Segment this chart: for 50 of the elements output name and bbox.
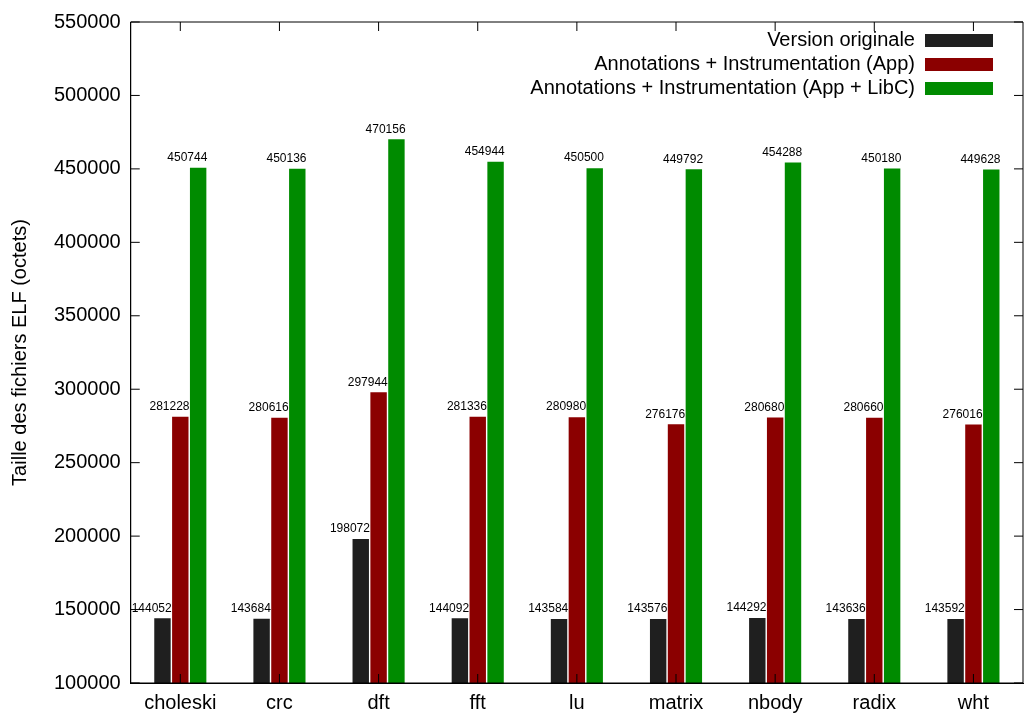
x-tick-label: dft <box>367 690 391 713</box>
x-tick-label: nbody <box>747 690 803 713</box>
x-tick-label: crc <box>266 690 293 713</box>
data-label: 281228 <box>149 399 190 414</box>
x-tick-label: choleski <box>144 690 217 713</box>
data-label: 281336 <box>446 398 488 413</box>
x-tick-label: wht <box>956 690 990 713</box>
data-label: 144292 <box>726 600 767 615</box>
data-label: 450180 <box>861 150 902 165</box>
data-label: 143576 <box>627 601 668 616</box>
data-label: 280680 <box>744 399 785 414</box>
data-label: 280980 <box>546 399 587 414</box>
data-label: 470156 <box>365 121 406 136</box>
y-tick-label: 250000 <box>53 450 121 473</box>
x-tick-label: fft <box>469 690 487 713</box>
legend-label: Version originale <box>767 27 915 50</box>
y-axis-title: Taille des fichiers ELF (octets) <box>7 219 30 486</box>
data-label: 449792 <box>663 151 704 166</box>
data-label: 276176 <box>645 406 686 421</box>
data-label: 144052 <box>131 600 172 615</box>
x-tick-label: lu <box>569 690 585 713</box>
data-label: 143684 <box>230 601 272 616</box>
legend-label: Annotations + Instrumentation (App) <box>594 51 915 74</box>
y-tick-label: 200000 <box>53 523 121 546</box>
data-label: 144092 <box>429 600 470 615</box>
data-label: 449628 <box>960 151 1001 166</box>
data-label: 143584 <box>528 601 569 616</box>
data-label: 143592 <box>924 601 966 616</box>
data-label: 450500 <box>563 150 605 165</box>
data-label: 276016 <box>942 406 983 421</box>
y-tick-label: 350000 <box>53 303 121 326</box>
data-label: 450744 <box>167 150 208 165</box>
y-tick-label: 100000 <box>53 670 121 693</box>
data-label: 280616 <box>248 400 289 415</box>
legend-label: Annotations + Instrumentation (App + LibC) <box>530 75 915 98</box>
y-tick-label: 450000 <box>53 156 121 179</box>
y-tick-label: 500000 <box>53 82 121 105</box>
y-tick-label: 300000 <box>53 376 121 399</box>
data-label: 143636 <box>825 601 866 616</box>
y-tick-label: 550000 <box>53 9 121 32</box>
data-label: 297944 <box>347 374 389 389</box>
data-label: 198072 <box>329 521 371 536</box>
data-label: 454944 <box>464 143 506 158</box>
y-tick-label: 150000 <box>53 597 121 620</box>
data-label: 280660 <box>843 399 884 414</box>
data-label: 454288 <box>762 144 803 159</box>
data-label: 450136 <box>266 151 307 165</box>
x-tick-label: radix <box>852 690 896 713</box>
y-tick-label: 400000 <box>53 229 121 252</box>
x-tick-label: matrix <box>648 690 704 713</box>
